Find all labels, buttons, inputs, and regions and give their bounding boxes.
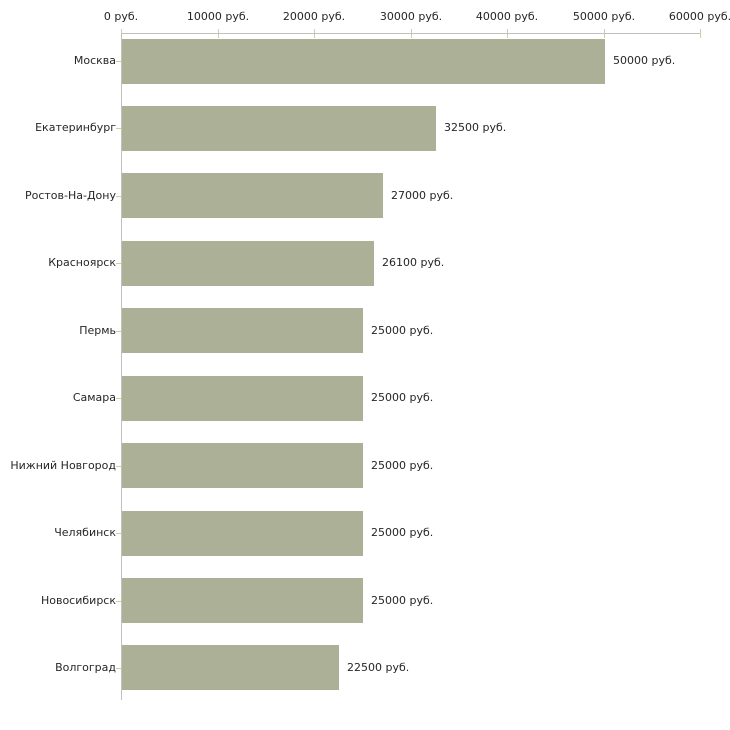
y-axis-line [121,33,122,700]
x-axis-tick-label: 0 руб. [103,10,139,23]
value-label: 26100 руб. [382,256,445,269]
y-axis-tick-mark [116,196,121,197]
bar[interactable] [122,645,339,690]
bar[interactable] [122,578,363,623]
x-axis-tick-mark [700,29,701,38]
bar[interactable] [122,106,436,151]
bar[interactable] [122,376,363,421]
bar[interactable] [122,241,374,286]
y-axis-tick-mark [116,533,121,534]
bar[interactable] [122,308,363,353]
category-label: Новосибирск [40,594,116,607]
category-label: Москва [73,54,116,67]
bar[interactable] [122,173,383,218]
value-label: 22500 руб. [347,661,410,674]
category-label: Челябинск [54,526,116,539]
category-label: Самара [72,391,116,404]
x-axis-line [121,33,700,34]
x-axis-tick-label: 30000 руб. [379,10,443,23]
value-label: 27000 руб. [391,189,454,202]
category-label: Ростов-На-Дону [24,189,116,202]
y-axis-tick-mark [116,331,121,332]
y-axis-tick-mark [116,668,121,669]
value-label: 32500 руб. [444,121,507,134]
value-label: 50000 руб. [613,54,676,67]
value-label: 25000 руб. [371,459,434,472]
x-axis-tick-label: 20000 руб. [282,10,346,23]
category-label: Волгоград [55,661,116,674]
x-axis-tick-label: 50000 руб. [572,10,636,23]
y-axis-tick-mark [116,263,121,264]
category-label: Екатеринбург [35,121,116,134]
y-axis-tick-mark [116,601,121,602]
category-label: Нижний Новгород [10,459,116,472]
y-axis-tick-mark [116,398,121,399]
bar[interactable] [122,443,363,488]
value-label: 25000 руб. [371,324,434,337]
value-label: 25000 руб. [371,391,434,404]
value-label: 25000 руб. [371,594,434,607]
x-axis-tick-label: 60000 руб. [668,10,730,23]
category-label: Пермь [79,324,116,337]
x-axis-tick-label: 40000 руб. [475,10,539,23]
y-axis-tick-mark [116,128,121,129]
x-axis-tick-label: 10000 руб. [186,10,250,23]
y-axis-tick-mark [116,61,121,62]
category-label: Красноярск [48,256,116,269]
bar[interactable] [122,511,363,556]
bar[interactable] [122,39,605,84]
y-axis-tick-mark [116,466,121,467]
value-label: 25000 руб. [371,526,434,539]
